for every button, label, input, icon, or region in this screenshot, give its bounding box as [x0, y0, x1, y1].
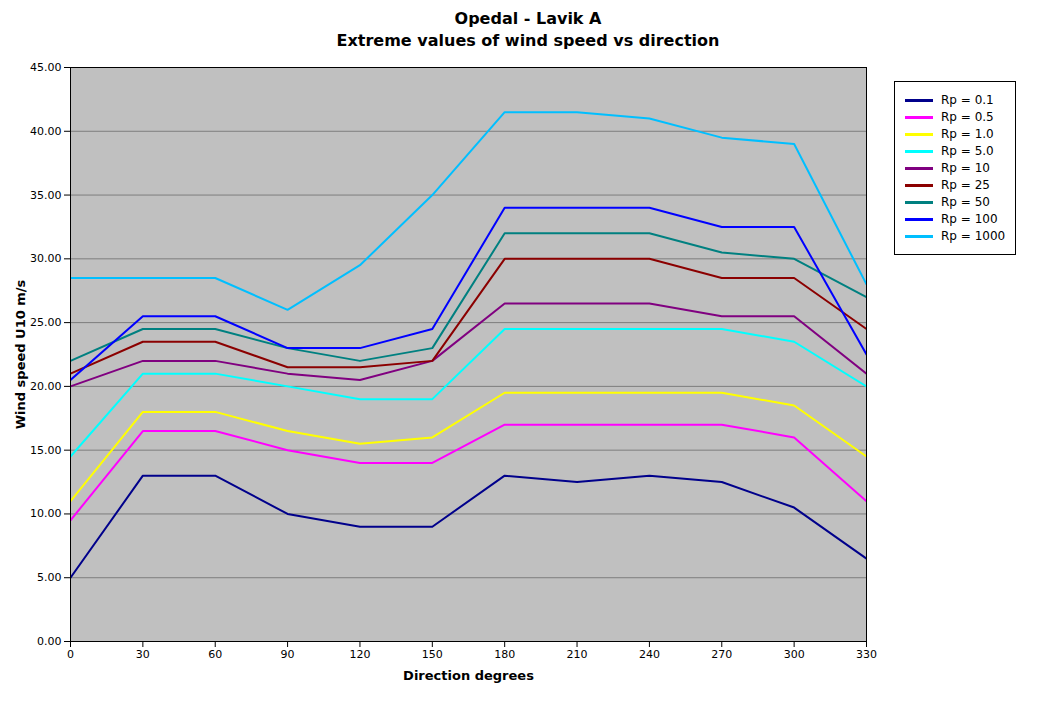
html-text:Rp = 50: Rp = 50 [941, 195, 990, 210]
svg-text:60: 60 [208, 648, 222, 661]
svg-text:30.00: 30.00 [30, 253, 62, 266]
html-text:Rp = 10: Rp = 10 [941, 161, 990, 176]
html-text:Rp = 1.0: Rp = 1.0 [941, 127, 994, 142]
svg-text:150: 150 [422, 648, 443, 661]
html-text:Opedal - Lavik A: Opedal - Lavik A [454, 9, 602, 28]
svg-text:0.00: 0.00 [37, 635, 62, 648]
html-text:Rp = 0.5: Rp = 0.5 [941, 110, 994, 125]
html-text:Rp = 1000: Rp = 1000 [941, 229, 1006, 244]
svg-text:25.00: 25.00 [30, 316, 62, 329]
svg-text:10.00: 10.00 [30, 508, 62, 521]
svg-text:30: 30 [136, 648, 150, 661]
svg-text:270: 270 [711, 648, 732, 661]
svg-text:300: 300 [784, 648, 805, 661]
html-text:Extreme values of wind speed v: Extreme values of wind speed vs directio… [336, 30, 720, 50]
html-text:Rp = 100: Rp = 100 [941, 212, 998, 227]
svg-text:15.00: 15.00 [30, 444, 62, 457]
html-text:Rp = 5.0: Rp = 5.0 [941, 144, 994, 159]
svg-text:0: 0 [67, 648, 74, 661]
svg-text:Direction degrees: Direction degrees [403, 668, 534, 683]
html-text:Rp = 0.1: Rp = 0.1 [941, 93, 994, 108]
svg-text:5.00: 5.00 [37, 571, 62, 584]
svg-text:40.00: 40.00 [30, 125, 62, 138]
svg-text:330: 330 [856, 648, 877, 661]
svg-text:20.00: 20.00 [30, 380, 62, 393]
html-text:Rp = 25: Rp = 25 [941, 178, 990, 193]
svg-text:90: 90 [281, 648, 295, 661]
svg-text:Wind speed U10 m/s: Wind speed U10 m/s [13, 280, 28, 430]
svg-text:35.00: 35.00 [30, 189, 62, 202]
svg-text:45.00: 45.00 [30, 61, 62, 74]
svg-text:120: 120 [349, 648, 370, 661]
svg-text:210: 210 [567, 648, 588, 661]
svg-text:180: 180 [494, 648, 515, 661]
svg-text:240: 240 [639, 648, 660, 661]
